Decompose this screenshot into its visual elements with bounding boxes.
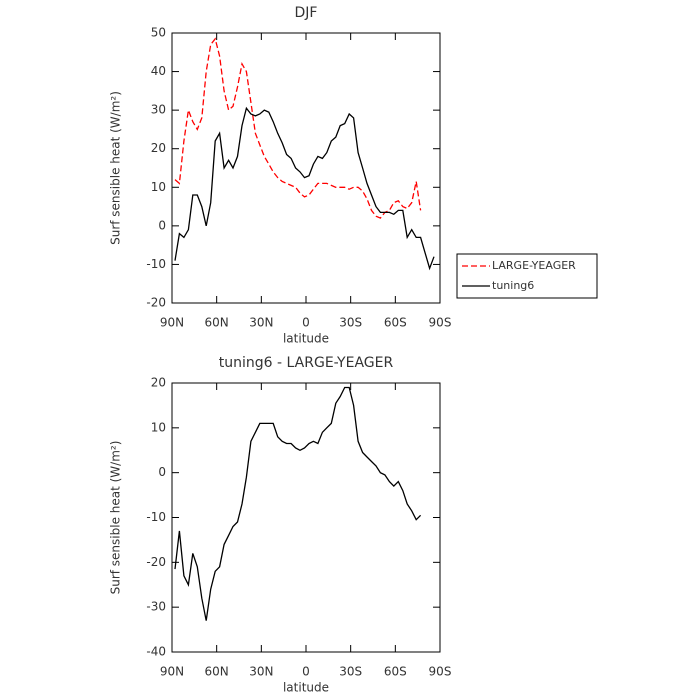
chart-title: DJF [295, 5, 318, 21]
y-tick-label: 50 [151, 26, 166, 40]
data-line [174, 386, 422, 621]
x-tick-label: 90N [160, 316, 184, 330]
y-tick-label: -20 [146, 296, 166, 310]
y-tick-label: 40 [151, 64, 166, 78]
y-tick-label: 0 [158, 218, 166, 232]
y-tick-label: -10 [146, 257, 166, 271]
x-tick-label: 30N [249, 665, 273, 679]
x-tick-label: 0 [302, 665, 310, 679]
x-tick-label: 90S [429, 316, 452, 330]
y-tick-label: 10 [151, 180, 166, 194]
y-tick-label: 20 [151, 141, 166, 155]
x-tick-label: 60N [205, 316, 229, 330]
x-tick-label: 60N [205, 665, 229, 679]
legend-label: tuning6 [492, 279, 534, 292]
x-axis-label: latitude [283, 332, 329, 346]
y-tick-label: 10 [151, 420, 166, 434]
y-tick-label: 30 [151, 103, 166, 117]
x-tick-label: 30N [249, 316, 273, 330]
x-tick-label: 90N [160, 665, 184, 679]
y-tick-label: -30 [146, 600, 166, 614]
y-tick-label: -20 [146, 555, 166, 569]
x-tick-label: 0 [302, 316, 310, 330]
x-tick-label: 90S [429, 665, 452, 679]
y-tick-label: 20 [151, 376, 166, 390]
y-axis-label: Surf sensible heat (W/m²) [109, 91, 123, 245]
legend-box [456, 253, 598, 299]
x-tick-label: 60S [384, 665, 407, 679]
plot-frame [171, 382, 441, 653]
y-tick-label: -10 [146, 510, 166, 524]
x-tick-label: 60S [384, 316, 407, 330]
data-line [174, 106, 435, 271]
y-tick-label: -40 [146, 645, 166, 659]
y-tick-label: 0 [158, 465, 166, 479]
x-axis-label: latitude [283, 681, 329, 695]
plot-frame [171, 32, 441, 304]
x-tick-label: 30S [339, 316, 362, 330]
data-line [174, 37, 422, 219]
y-axis-label: Surf sensible heat (W/m²) [109, 441, 123, 595]
x-tick-label: 30S [339, 665, 362, 679]
legend-label: LARGE-YEAGER [492, 259, 576, 272]
chart-title: tuning6 - LARGE-YEAGER [219, 355, 394, 371]
